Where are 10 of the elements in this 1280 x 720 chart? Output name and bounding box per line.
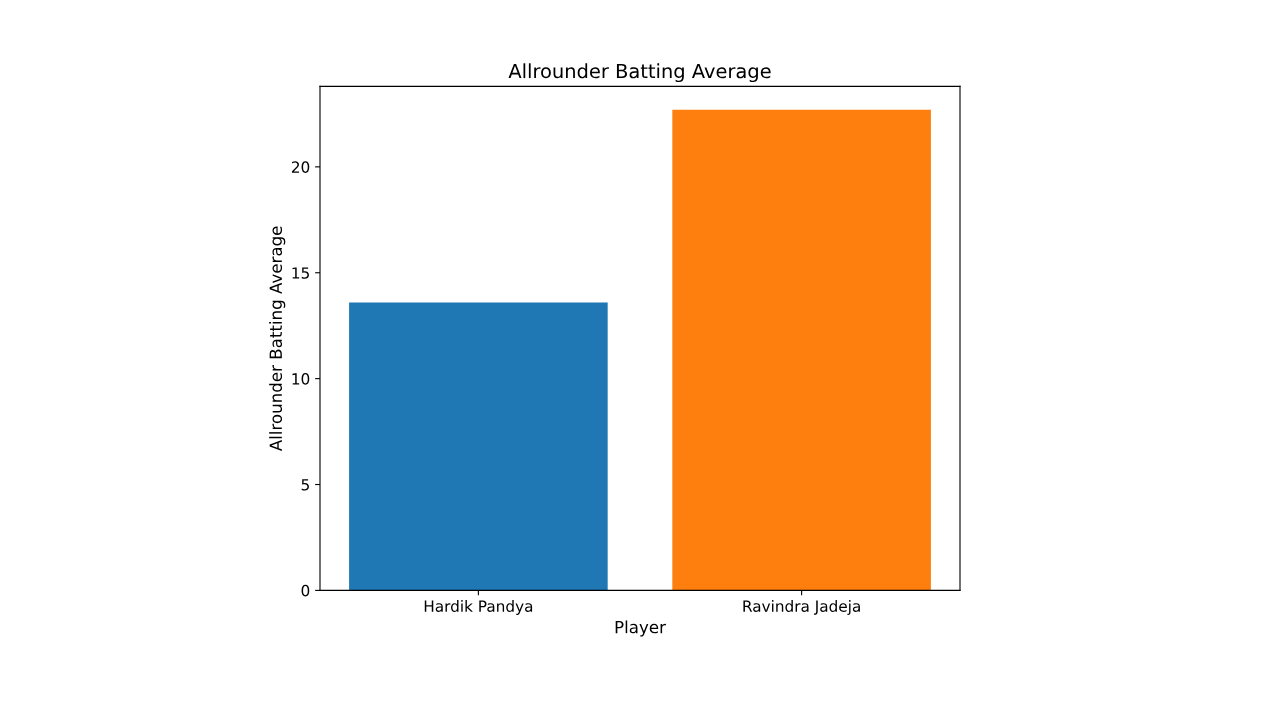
y-tick-label: 5 (301, 479, 309, 491)
chart-title: Allrounder Batting Average (508, 63, 771, 83)
x-tick-label: Hardik Pandya (424, 600, 533, 615)
y-tick-label: 20 (291, 161, 310, 173)
y-tick-label: 10 (292, 373, 310, 385)
y-tick-label: 15 (292, 267, 309, 279)
x-tick-label: Ravindra Jadeja (743, 600, 860, 615)
y-axis-title: Allrounder Batting Average (269, 226, 286, 452)
x-axis-title: Player (615, 620, 666, 637)
y-tick-label: 0 (301, 584, 310, 597)
